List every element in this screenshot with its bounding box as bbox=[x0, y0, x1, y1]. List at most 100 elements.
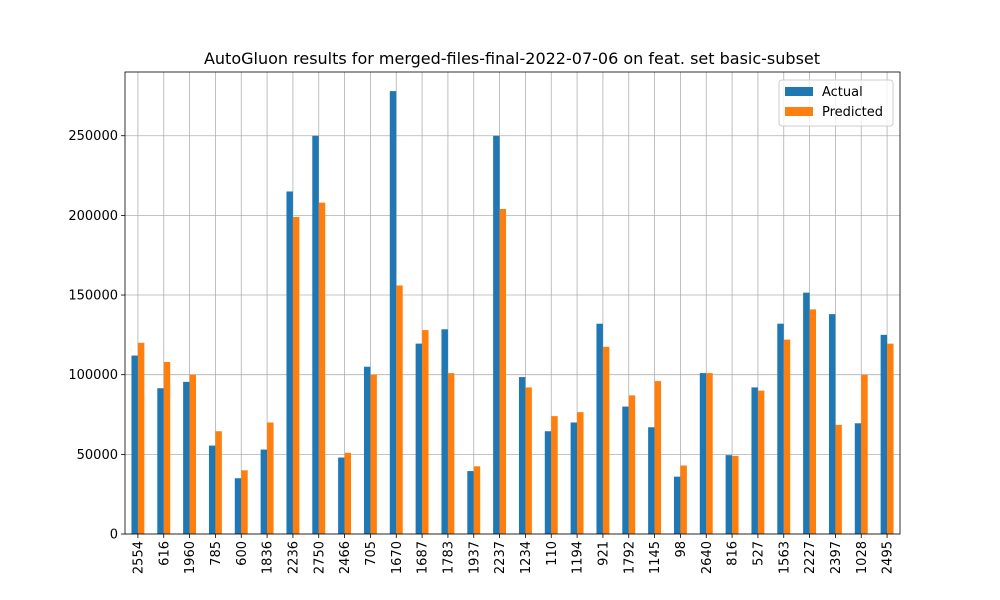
bars bbox=[131, 91, 894, 535]
bar-predicted-785 bbox=[215, 431, 222, 534]
plot-frame bbox=[124, 71, 901, 535]
x-tick-label: 2495 bbox=[881, 541, 896, 574]
y-tick-label: 50000 bbox=[77, 448, 118, 463]
bar-predicted-1836 bbox=[267, 422, 274, 534]
legend-swatch-predicted bbox=[785, 107, 813, 116]
bar-actual-2466 bbox=[338, 457, 345, 534]
x-tick-label: 2640 bbox=[700, 541, 715, 574]
x-tick-label: 110 bbox=[545, 541, 560, 566]
x-tick-label: 1960 bbox=[183, 541, 198, 574]
bar-actual-1670 bbox=[389, 91, 397, 534]
bar-actual-2554 bbox=[131, 355, 138, 534]
y-tick-label: 100000 bbox=[68, 368, 118, 383]
bar-actual-1687 bbox=[415, 343, 423, 534]
bar-predicted-2750 bbox=[318, 202, 326, 535]
bar-predicted-705 bbox=[370, 374, 377, 534]
bar-predicted-527 bbox=[757, 390, 765, 534]
y-tick-label: 0 bbox=[110, 528, 118, 543]
bar-actual-600 bbox=[234, 478, 242, 534]
x-tick-label: 2554 bbox=[131, 541, 146, 574]
bar-predicted-1960 bbox=[189, 374, 197, 534]
bar-predicted-110 bbox=[551, 416, 558, 534]
bar-predicted-1194 bbox=[577, 412, 584, 534]
bar-predicted-2640 bbox=[706, 373, 713, 534]
bar-actual-785 bbox=[208, 445, 216, 534]
bar-actual-921 bbox=[596, 323, 603, 534]
bar-predicted-1234 bbox=[525, 387, 532, 534]
x-tick-label: 2750 bbox=[312, 541, 327, 574]
chart-title: AutoGluon results for merged-files-final… bbox=[204, 49, 820, 68]
x-tick-label: 1836 bbox=[261, 541, 276, 574]
bar-actual-2750 bbox=[312, 135, 319, 535]
x-tick-label: 921 bbox=[596, 541, 611, 566]
bar-actual-2227 bbox=[803, 292, 810, 534]
bar-predicted-1783 bbox=[447, 373, 455, 534]
bar-predicted-2397 bbox=[835, 424, 842, 534]
bar-actual-1194 bbox=[570, 422, 578, 534]
bar-predicted-2495 bbox=[887, 343, 894, 534]
x-tick-label: 1792 bbox=[622, 541, 637, 574]
bar-predicted-1028 bbox=[861, 374, 868, 534]
bar-predicted-600 bbox=[241, 470, 248, 534]
bar-actual-1937 bbox=[467, 471, 474, 534]
x-tick-label: 98 bbox=[674, 541, 689, 558]
legend-label-predicted: Predicted bbox=[822, 105, 883, 120]
bar-predicted-921 bbox=[602, 346, 610, 534]
x-tick-label: 616 bbox=[157, 541, 172, 566]
bar-actual-1563 bbox=[777, 323, 784, 534]
bar-predicted-2236 bbox=[292, 216, 300, 534]
x-tick-label: 705 bbox=[364, 541, 379, 566]
bar-predicted-2554 bbox=[137, 342, 145, 534]
bar-actual-705 bbox=[363, 366, 371, 534]
bar-actual-616 bbox=[157, 388, 164, 534]
x-tick-label: 785 bbox=[209, 541, 224, 566]
bar-actual-110 bbox=[544, 431, 552, 534]
bar-actual-527 bbox=[751, 387, 758, 534]
legend-swatch-actual bbox=[785, 87, 813, 96]
legend-label-actual: Actual bbox=[822, 85, 863, 100]
bar-predicted-2227 bbox=[809, 309, 817, 534]
bar-predicted-98 bbox=[680, 465, 687, 534]
bar-predicted-1670 bbox=[396, 285, 403, 534]
x-tick-label: 1028 bbox=[855, 541, 870, 574]
bar-actual-816 bbox=[725, 455, 733, 534]
bar-actual-1960 bbox=[183, 381, 190, 534]
x-tick-label: 1234 bbox=[519, 541, 534, 574]
bar-actual-1145 bbox=[648, 427, 655, 534]
y-tick-label: 250000 bbox=[68, 129, 118, 144]
bar-predicted-2466 bbox=[344, 452, 352, 534]
x-tick-label: 1563 bbox=[777, 541, 792, 574]
bar-actual-1234 bbox=[518, 377, 526, 534]
legend: Actual Predicted bbox=[778, 79, 894, 127]
x-tick-label: 1783 bbox=[441, 541, 456, 574]
x-tick-label: 2236 bbox=[286, 541, 301, 574]
x-tick-label: 1194 bbox=[571, 541, 586, 574]
bar-actual-1792 bbox=[622, 406, 629, 534]
bar-predicted-616 bbox=[163, 361, 171, 534]
bar-actual-2640 bbox=[699, 373, 707, 534]
bar-actual-98 bbox=[673, 476, 681, 534]
bar-actual-1783 bbox=[441, 329, 448, 534]
y-tick-label: 200000 bbox=[68, 209, 118, 224]
bar-predicted-2237 bbox=[499, 209, 507, 534]
bar-predicted-1563 bbox=[783, 339, 791, 534]
bar-predicted-1792 bbox=[628, 395, 636, 534]
x-tick-label: 2397 bbox=[829, 541, 844, 574]
y-tick-label: 150000 bbox=[68, 289, 118, 304]
bar-actual-2495 bbox=[880, 334, 888, 534]
x-tick-label: 1145 bbox=[648, 541, 663, 574]
x-tick-label: 816 bbox=[726, 541, 741, 566]
bar-predicted-816 bbox=[732, 455, 739, 534]
bar-actual-2397 bbox=[828, 314, 836, 534]
bar-predicted-1937 bbox=[473, 466, 481, 534]
bar-actual-1836 bbox=[260, 449, 268, 534]
x-tick-label: 2237 bbox=[493, 541, 508, 574]
bar-actual-1028 bbox=[854, 423, 862, 534]
x-tick-label: 600 bbox=[235, 541, 250, 566]
x-tick-label: 1687 bbox=[416, 541, 431, 574]
x-tick-label: 527 bbox=[751, 541, 766, 566]
x-tick-label: 1670 bbox=[390, 541, 405, 574]
bar-actual-2236 bbox=[286, 191, 293, 534]
x-tick-label: 2227 bbox=[803, 541, 818, 574]
